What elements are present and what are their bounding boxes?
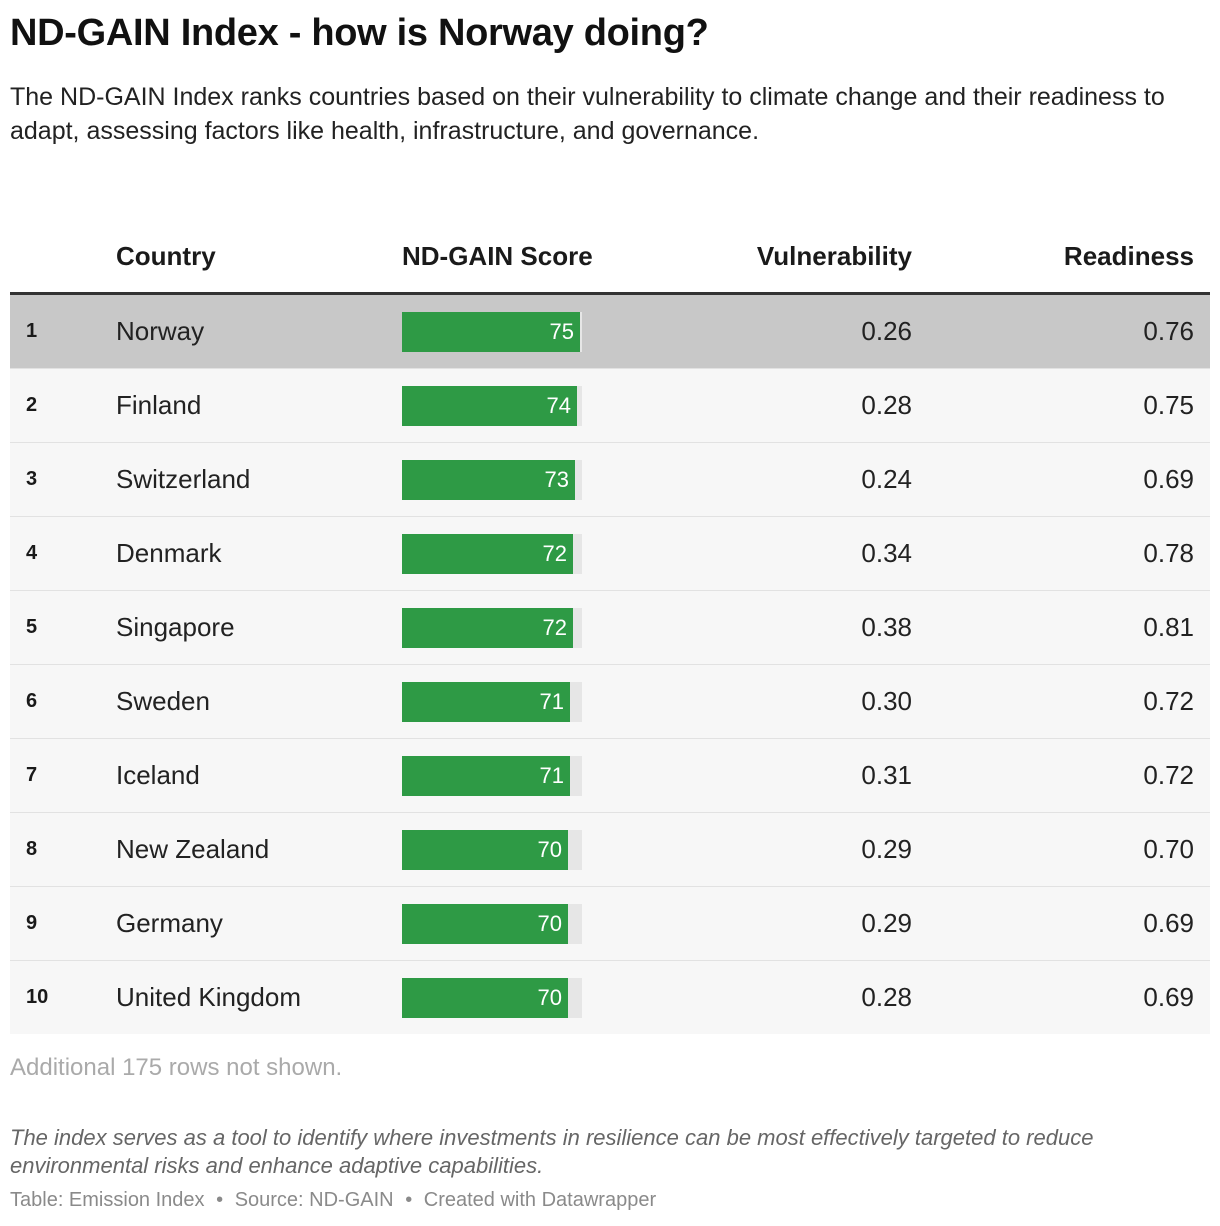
score-bar-track: 70: [402, 978, 582, 1018]
score-bar-track: 70: [402, 904, 582, 944]
readiness-cell: 0.72: [1143, 686, 1194, 716]
country-cell: Germany: [116, 908, 223, 938]
score-bar: 70: [402, 904, 568, 944]
table-row: 2 Finland 74 0.28 0.75: [10, 369, 1210, 443]
rank-cell: 3: [26, 468, 38, 490]
table-row: 1 Norway 75 0.26 0.76: [10, 295, 1210, 369]
score-label: 70: [537, 837, 562, 862]
score-label: 70: [537, 911, 562, 936]
column-header-readiness[interactable]: Readiness: [1063, 241, 1194, 271]
score-bar: 71: [402, 682, 570, 722]
score-label: 71: [539, 763, 564, 788]
score-bar-track: 71: [402, 682, 582, 722]
readiness-cell: 0.70: [1143, 834, 1194, 864]
country-cell: New Zealand: [116, 834, 270, 864]
rank-cell: 2: [26, 394, 38, 416]
rank-cell: 7: [26, 764, 38, 786]
country-cell: Switzerland: [116, 464, 251, 494]
table-row: 10 United Kingdom 70 0.28 0.69: [10, 961, 1210, 1034]
page-subtitle: The ND-GAIN Index ranks countries based …: [10, 83, 1165, 145]
score-bar-track: 71: [402, 756, 582, 796]
table-row: 3 Switzerland 73 0.24 0.69: [10, 443, 1210, 517]
footer: Table: Emission Index • Source: ND-GAIN …: [10, 1189, 656, 1212]
score-bar: 70: [402, 830, 568, 870]
score-bar: 74: [402, 386, 577, 426]
country-cell: United Kingdom: [116, 982, 301, 1012]
score-bar: 70: [402, 978, 568, 1018]
vulnerability-cell: 0.26: [861, 316, 912, 346]
score-bar: 75: [402, 312, 580, 352]
rank-cell: 9: [26, 912, 38, 934]
page-title: ND-GAIN Index - how is Norway doing?: [10, 12, 709, 54]
rank-cell: 8: [26, 838, 38, 860]
footer-separator: •: [216, 1189, 224, 1211]
vulnerability-cell: 0.38: [861, 612, 912, 642]
vulnerability-cell: 0.29: [861, 908, 912, 938]
column-header-country[interactable]: Country: [116, 241, 216, 271]
footer-created-with: Created with Datawrapper: [423, 1189, 657, 1211]
footer-separator: •: [405, 1189, 413, 1211]
readiness-cell: 0.69: [1143, 908, 1194, 938]
table-row: 5 Singapore 72 0.38 0.81: [10, 591, 1210, 665]
score-bar-track: 72: [402, 534, 582, 574]
vulnerability-cell: 0.28: [861, 390, 912, 420]
vulnerability-cell: 0.28: [861, 982, 912, 1012]
readiness-cell: 0.81: [1143, 612, 1194, 642]
column-header-score[interactable]: ND-GAIN Score: [402, 241, 593, 271]
rank-cell: 1: [26, 320, 38, 342]
vulnerability-cell: 0.31: [861, 760, 912, 790]
table-body: 1 Norway 75 0.26 0.76 2 Finland 74 0.28 0.75 3 Swit…: [10, 295, 1210, 1034]
country-cell: Denmark: [116, 538, 222, 568]
country-cell: Finland: [116, 390, 202, 420]
footer-table-label: Table: Emission Index: [10, 1189, 205, 1211]
vulnerability-cell: 0.24: [861, 464, 912, 494]
readiness-cell: 0.69: [1143, 982, 1194, 1012]
score-bar: 71: [402, 756, 570, 796]
score-bar: 73: [402, 460, 575, 500]
vulnerability-cell: 0.29: [861, 834, 912, 864]
table-row: 7 Iceland 71 0.31 0.72: [10, 739, 1210, 813]
country-cell: Singapore: [116, 612, 235, 642]
score-bar: 72: [402, 534, 573, 574]
score-label: 70: [537, 985, 562, 1010]
country-cell: Norway: [116, 316, 205, 346]
score-label: 72: [542, 541, 567, 566]
score-label: 72: [542, 615, 567, 640]
country-cell: Sweden: [116, 686, 210, 716]
score-bar-track: 72: [402, 608, 582, 648]
readiness-cell: 0.75: [1143, 390, 1194, 420]
score-bar-track: 73: [402, 460, 582, 500]
rank-cell: 6: [26, 690, 38, 712]
table-header: Country ND-GAIN Score Vulnerability Read…: [10, 200, 1210, 292]
table-row: 6 Sweden 71 0.30 0.72: [10, 665, 1210, 739]
score-bar-track: 74: [402, 386, 582, 426]
score-bar: 72: [402, 608, 573, 648]
score-bar-track: 70: [402, 830, 582, 870]
score-label: 71: [539, 689, 564, 714]
country-cell: Iceland: [116, 760, 200, 790]
table-row: 8 New Zealand 70 0.29 0.70: [10, 813, 1210, 887]
score-label: 75: [549, 319, 574, 344]
more-rows-note: Additional 175 rows not shown.: [10, 1054, 343, 1081]
score-label: 74: [546, 393, 571, 418]
score-label: 73: [544, 467, 569, 492]
column-header-vulnerability[interactable]: Vulnerability: [756, 241, 912, 271]
footer-source: Source: ND-GAIN: [234, 1189, 394, 1211]
readiness-cell: 0.78: [1143, 538, 1194, 568]
rank-cell: 5: [26, 616, 38, 638]
vulnerability-cell: 0.30: [861, 686, 912, 716]
table-row: 9 Germany 70 0.29 0.69: [10, 887, 1210, 961]
vulnerability-cell: 0.34: [861, 538, 912, 568]
table-row: 4 Denmark 72 0.34 0.78: [10, 517, 1210, 591]
readiness-cell: 0.76: [1143, 316, 1194, 346]
score-bar-track: 75: [402, 312, 582, 352]
rank-cell: 4: [26, 542, 38, 564]
header-divider: [10, 292, 1210, 295]
chart-notes: The index serves as a tool to identify w…: [10, 1125, 1094, 1178]
rank-cell: 10: [26, 986, 49, 1008]
readiness-cell: 0.69: [1143, 464, 1194, 494]
readiness-cell: 0.72: [1143, 760, 1194, 790]
